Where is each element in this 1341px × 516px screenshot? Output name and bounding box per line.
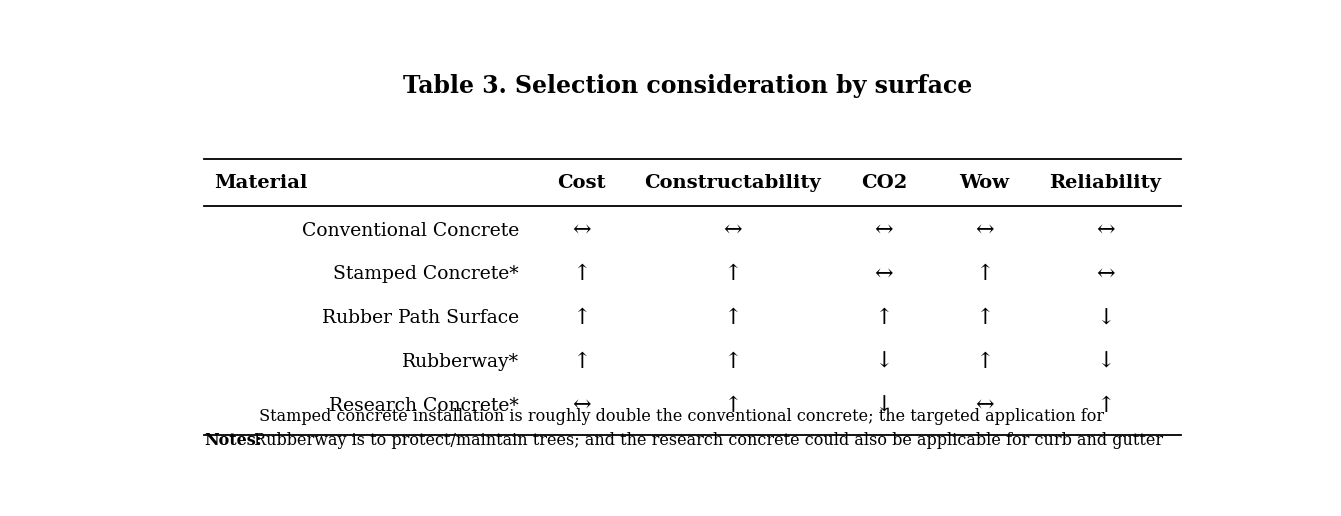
Text: ↔: ↔ [723, 220, 742, 242]
Text: ↑: ↑ [723, 307, 742, 329]
Text: Rubber Path Surface: Rubber Path Surface [322, 309, 519, 327]
Text: Rubberway*: Rubberway* [402, 353, 519, 371]
Text: Cost: Cost [558, 174, 606, 192]
Text: Stamped concrete installation is roughly double the conventional concrete; the t: Stamped concrete installation is roughly… [253, 408, 1163, 449]
Text: Constructability: Constructability [645, 174, 821, 192]
Text: ↔: ↔ [874, 264, 893, 285]
Text: ↑: ↑ [723, 351, 742, 373]
Text: ↑: ↑ [975, 307, 994, 329]
Text: ↑: ↑ [573, 264, 591, 285]
Text: Wow: Wow [959, 174, 1010, 192]
Text: ↓: ↓ [1096, 351, 1114, 373]
Text: ↔: ↔ [1096, 220, 1114, 242]
Text: ↑: ↑ [975, 264, 994, 285]
Text: ↑: ↑ [723, 395, 742, 416]
Text: ↔: ↔ [573, 220, 591, 242]
Text: Material: Material [215, 174, 308, 192]
Text: ↑: ↑ [573, 351, 591, 373]
Text: ↔: ↔ [1096, 264, 1114, 285]
Text: Stamped Concrete*: Stamped Concrete* [334, 266, 519, 283]
Text: ↔: ↔ [874, 220, 893, 242]
Text: ↔: ↔ [975, 395, 994, 416]
Text: Table 3. Selection consideration by surface: Table 3. Selection consideration by surf… [402, 74, 972, 98]
Text: ↑: ↑ [874, 307, 893, 329]
Text: ↔: ↔ [573, 395, 591, 416]
Text: ↓: ↓ [1096, 307, 1114, 329]
Text: Reliability: Reliability [1049, 174, 1161, 192]
Text: CO2: CO2 [861, 174, 907, 192]
Text: ↓: ↓ [874, 351, 893, 373]
Text: Conventional Concrete: Conventional Concrete [302, 222, 519, 240]
Text: ↑: ↑ [723, 264, 742, 285]
Text: ↑: ↑ [573, 307, 591, 329]
Text: ↑: ↑ [975, 351, 994, 373]
Text: ↓: ↓ [874, 395, 893, 416]
Text: ↑: ↑ [1096, 395, 1114, 416]
Text: ↔: ↔ [975, 220, 994, 242]
Text: Research Concrete*: Research Concrete* [329, 397, 519, 414]
Text: Notes:: Notes: [204, 432, 261, 449]
